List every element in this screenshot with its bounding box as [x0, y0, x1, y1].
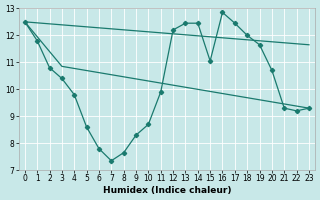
X-axis label: Humidex (Indice chaleur): Humidex (Indice chaleur)	[103, 186, 231, 195]
